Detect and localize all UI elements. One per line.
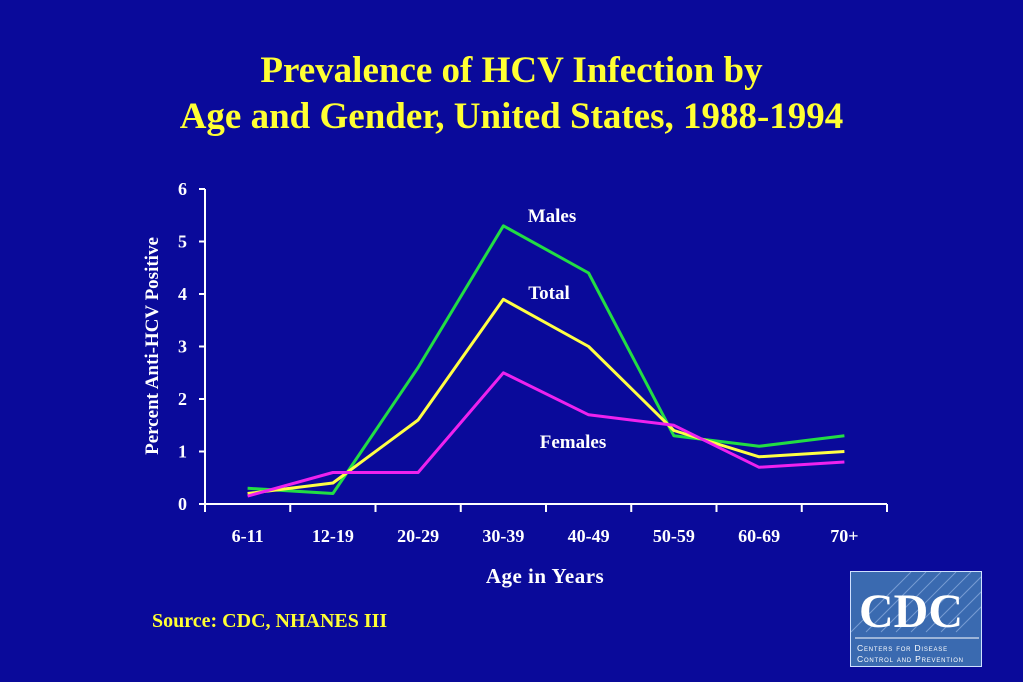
chart-title: Prevalence of HCV Infection by Age and G…: [0, 48, 1023, 140]
x-tick-label: 60-69: [738, 526, 780, 546]
x-tick-label: 50-59: [653, 526, 695, 546]
series-line-females: [247, 371, 845, 498]
y-tick-label: 5: [178, 232, 187, 252]
y-tick-label: 1: [178, 442, 187, 462]
series-line-males: [247, 224, 845, 495]
x-tick-label: 6-11: [232, 526, 264, 546]
x-tick-label: 30-39: [482, 526, 524, 546]
cdc-logo-line-2: Control and Prevention: [857, 654, 964, 664]
title-line-2: Age and Gender, United States, 1988-1994: [179, 96, 844, 137]
source-note: Source: CDC, NHANES III: [152, 610, 388, 632]
cdc-logo-text: CDC: [859, 585, 963, 638]
cdc-logo-graphic: CDC Centers for Disease Control and Prev…: [851, 572, 981, 664]
y-tick-label: 3: [178, 337, 187, 357]
y-tick-label: 0: [178, 494, 187, 514]
y-tick-label: 6: [178, 179, 187, 199]
x-tick-label: 20-29: [397, 526, 439, 546]
x-tick-label: 40-49: [568, 526, 610, 546]
series-label-males: Males: [528, 206, 577, 227]
title-line-1: Prevalence of HCV Infection by: [260, 50, 763, 91]
y-tick-label: 2: [178, 389, 187, 409]
cdc-logo: CDC Centers for Disease Control and Prev…: [850, 571, 982, 667]
x-tick-label: 70+: [830, 526, 858, 546]
cdc-logo-line-1: Centers for Disease: [857, 643, 948, 653]
series-label-females: Females: [540, 432, 606, 453]
x-tick-label: 12-19: [312, 526, 354, 546]
y-axis-title: Percent Anti-HCV Positive: [142, 237, 163, 455]
series-label-total: Total: [528, 283, 570, 304]
x-axis-title: Age in Years: [486, 564, 604, 588]
y-tick-label: 4: [178, 284, 187, 304]
